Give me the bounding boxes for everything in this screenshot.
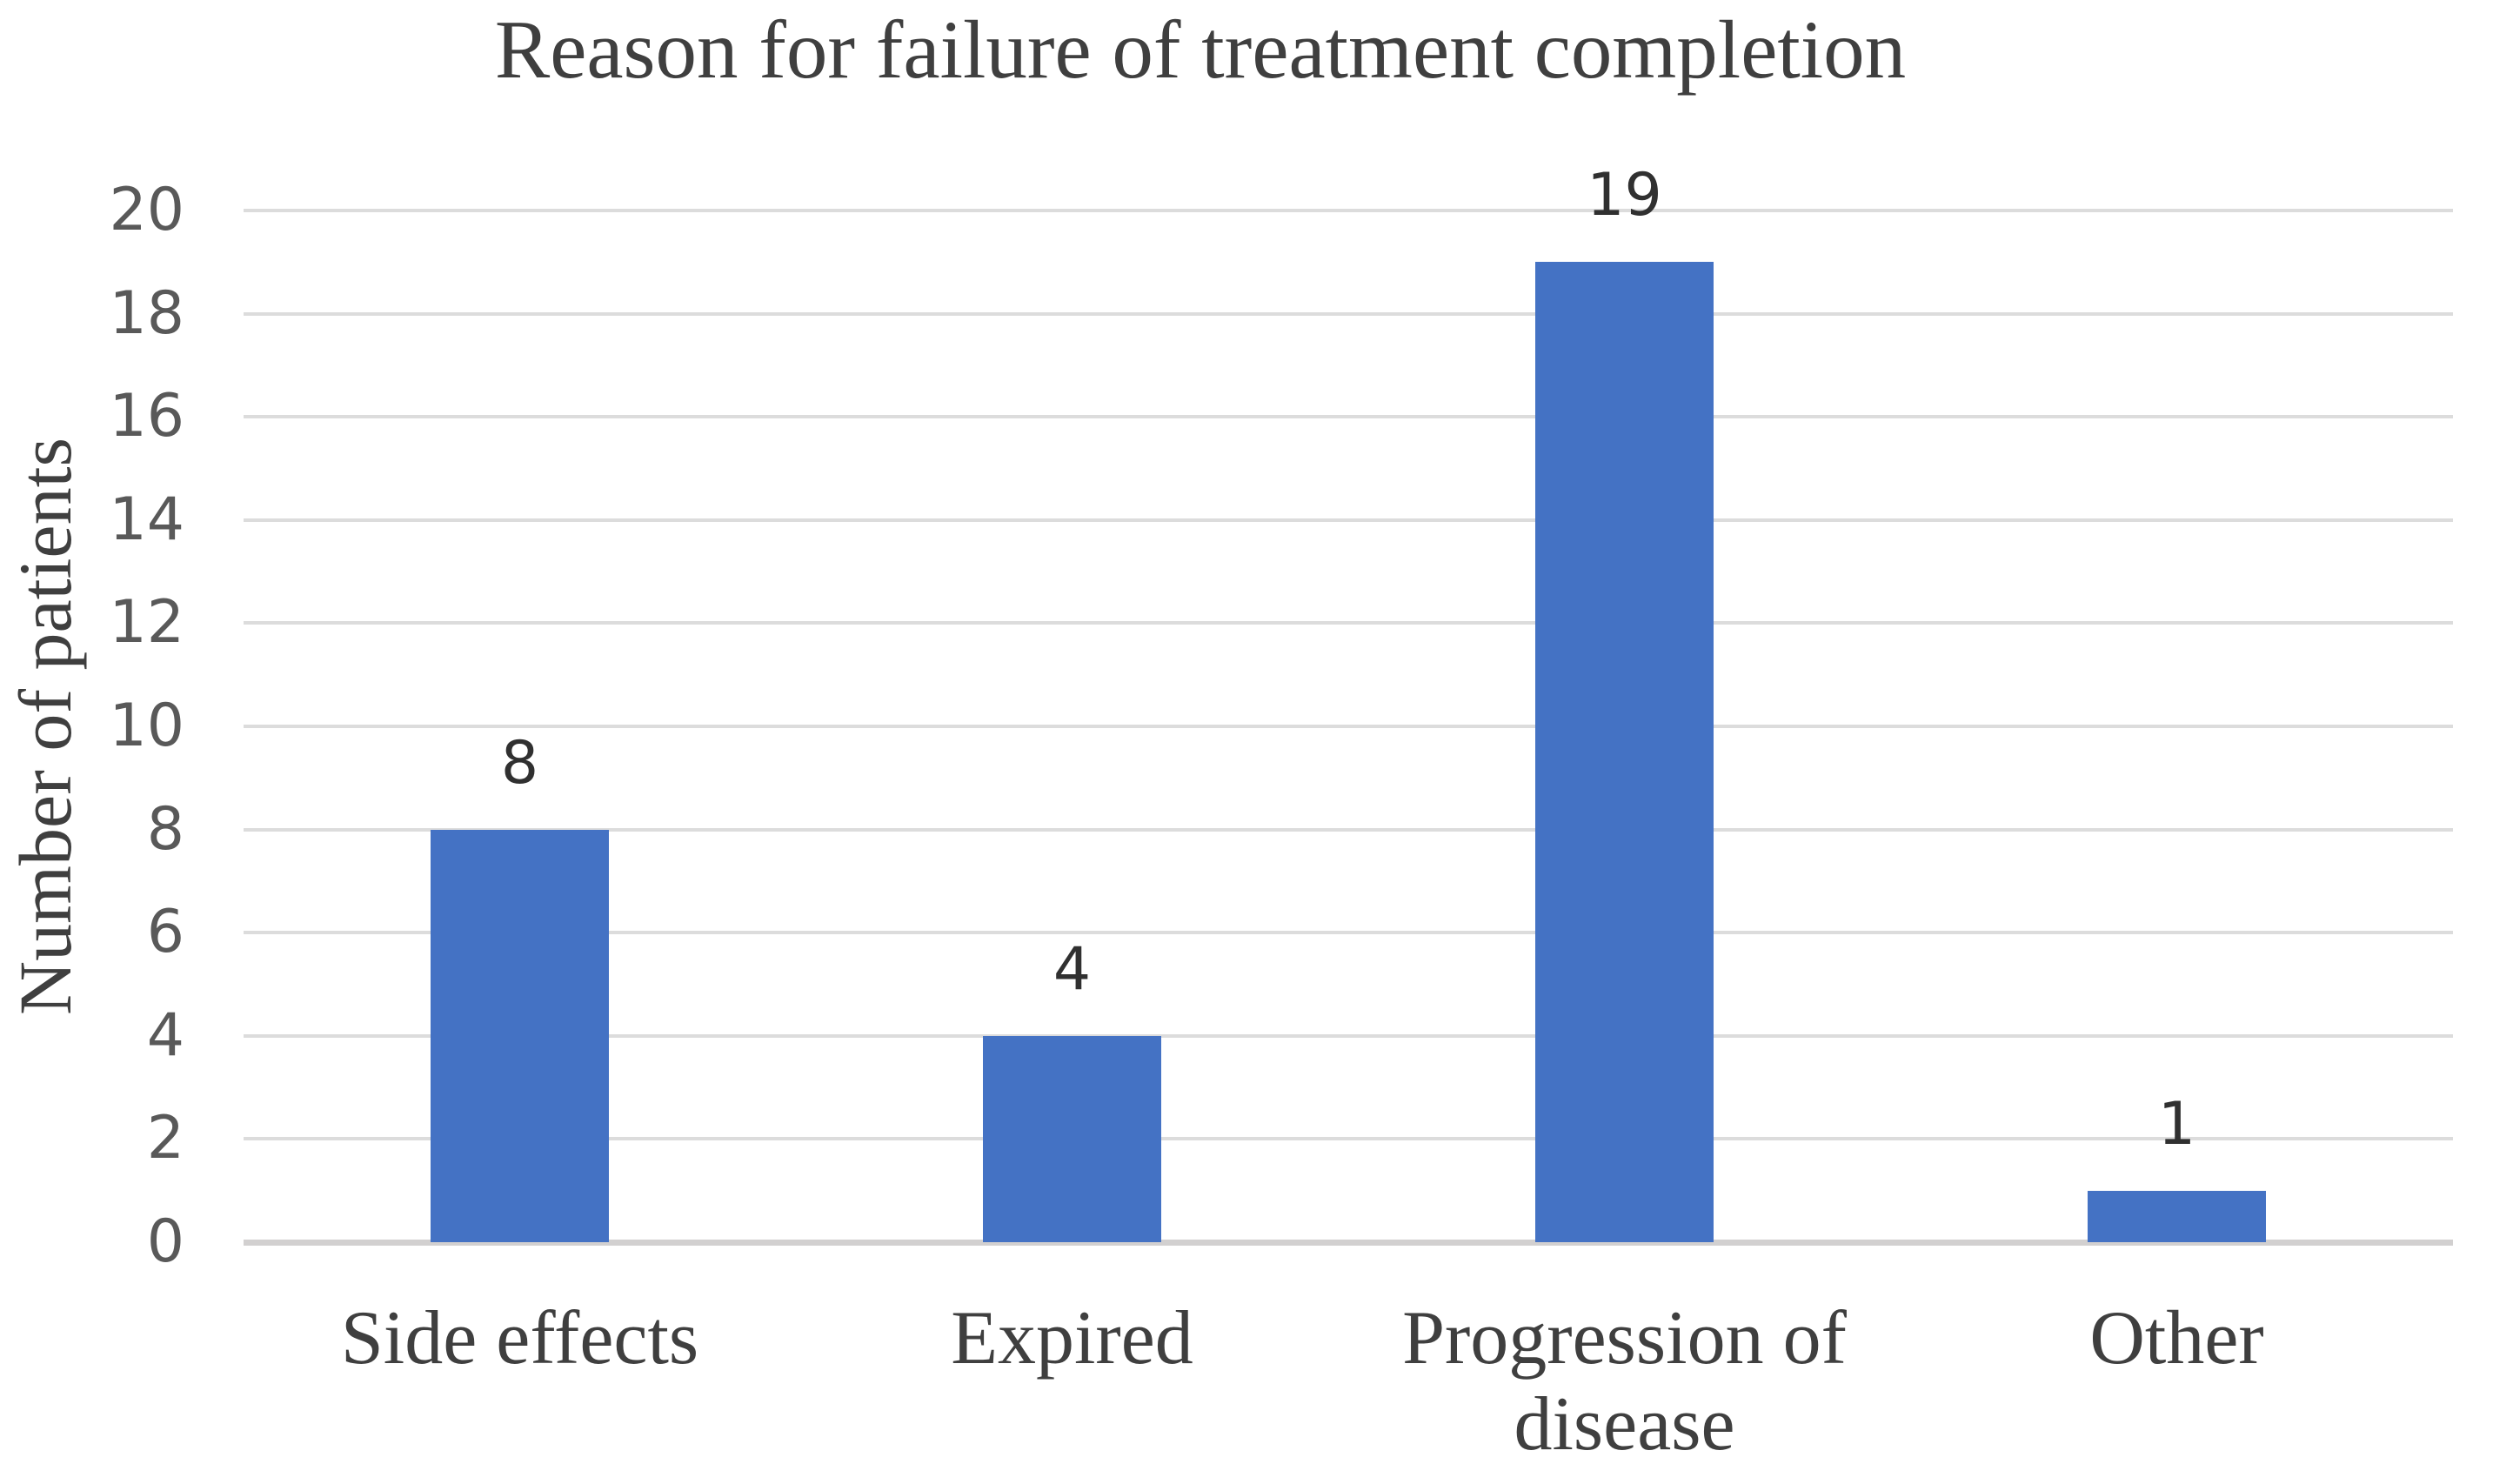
gridline-y14: [244, 518, 2453, 522]
y-tick-label-12: 12: [109, 588, 184, 658]
y-tick-label-6: 6: [146, 898, 184, 967]
gridline-y2: [244, 1137, 2453, 1141]
x-category-label-side-effects: Side effects: [340, 1296, 699, 1380]
bar-progression-of-disease: [1535, 262, 1714, 1242]
data-label-other: 1: [2157, 1089, 2196, 1159]
bar-side-effects: [431, 829, 609, 1242]
gridline-y12: [244, 621, 2453, 625]
bar-other: [2088, 1190, 2266, 1242]
y-tick-label-4: 4: [146, 1000, 184, 1070]
gridline-y16: [244, 415, 2453, 419]
y-tick-label-8: 8: [146, 794, 184, 864]
x-category-label-expired: Expired: [951, 1296, 1193, 1380]
gridline-y10: [244, 725, 2453, 728]
y-tick-label-16: 16: [109, 382, 184, 451]
data-label-expired: 4: [1053, 934, 1092, 1004]
gridline-y18: [244, 311, 2453, 316]
gridline-y4: [244, 1033, 2453, 1038]
y-tick-label-2: 2: [146, 1104, 184, 1173]
y-tick-label-14: 14: [109, 485, 184, 554]
x-category-label-progression-of-disease: Progression of disease: [1402, 1296, 1847, 1467]
x-category-label-other: Other: [2089, 1296, 2264, 1380]
x-axis-line: [244, 1240, 2453, 1246]
y-tick-label-10: 10: [109, 692, 184, 760]
y-tick-label-0: 0: [146, 1207, 184, 1276]
data-label-side-effects: 8: [500, 728, 539, 798]
gridline-y6: [244, 931, 2453, 935]
y-tick-label-18: 18: [109, 278, 184, 348]
data-label-progression-of-disease: 19: [1587, 161, 1662, 231]
gridline-y8: [244, 827, 2453, 832]
y-tick-label-20: 20: [109, 176, 184, 244]
gridline-y20: [244, 209, 2453, 212]
bar-expired: [983, 1035, 1161, 1242]
chart-title: Reason for failure of treatment completi…: [494, 3, 1907, 96]
